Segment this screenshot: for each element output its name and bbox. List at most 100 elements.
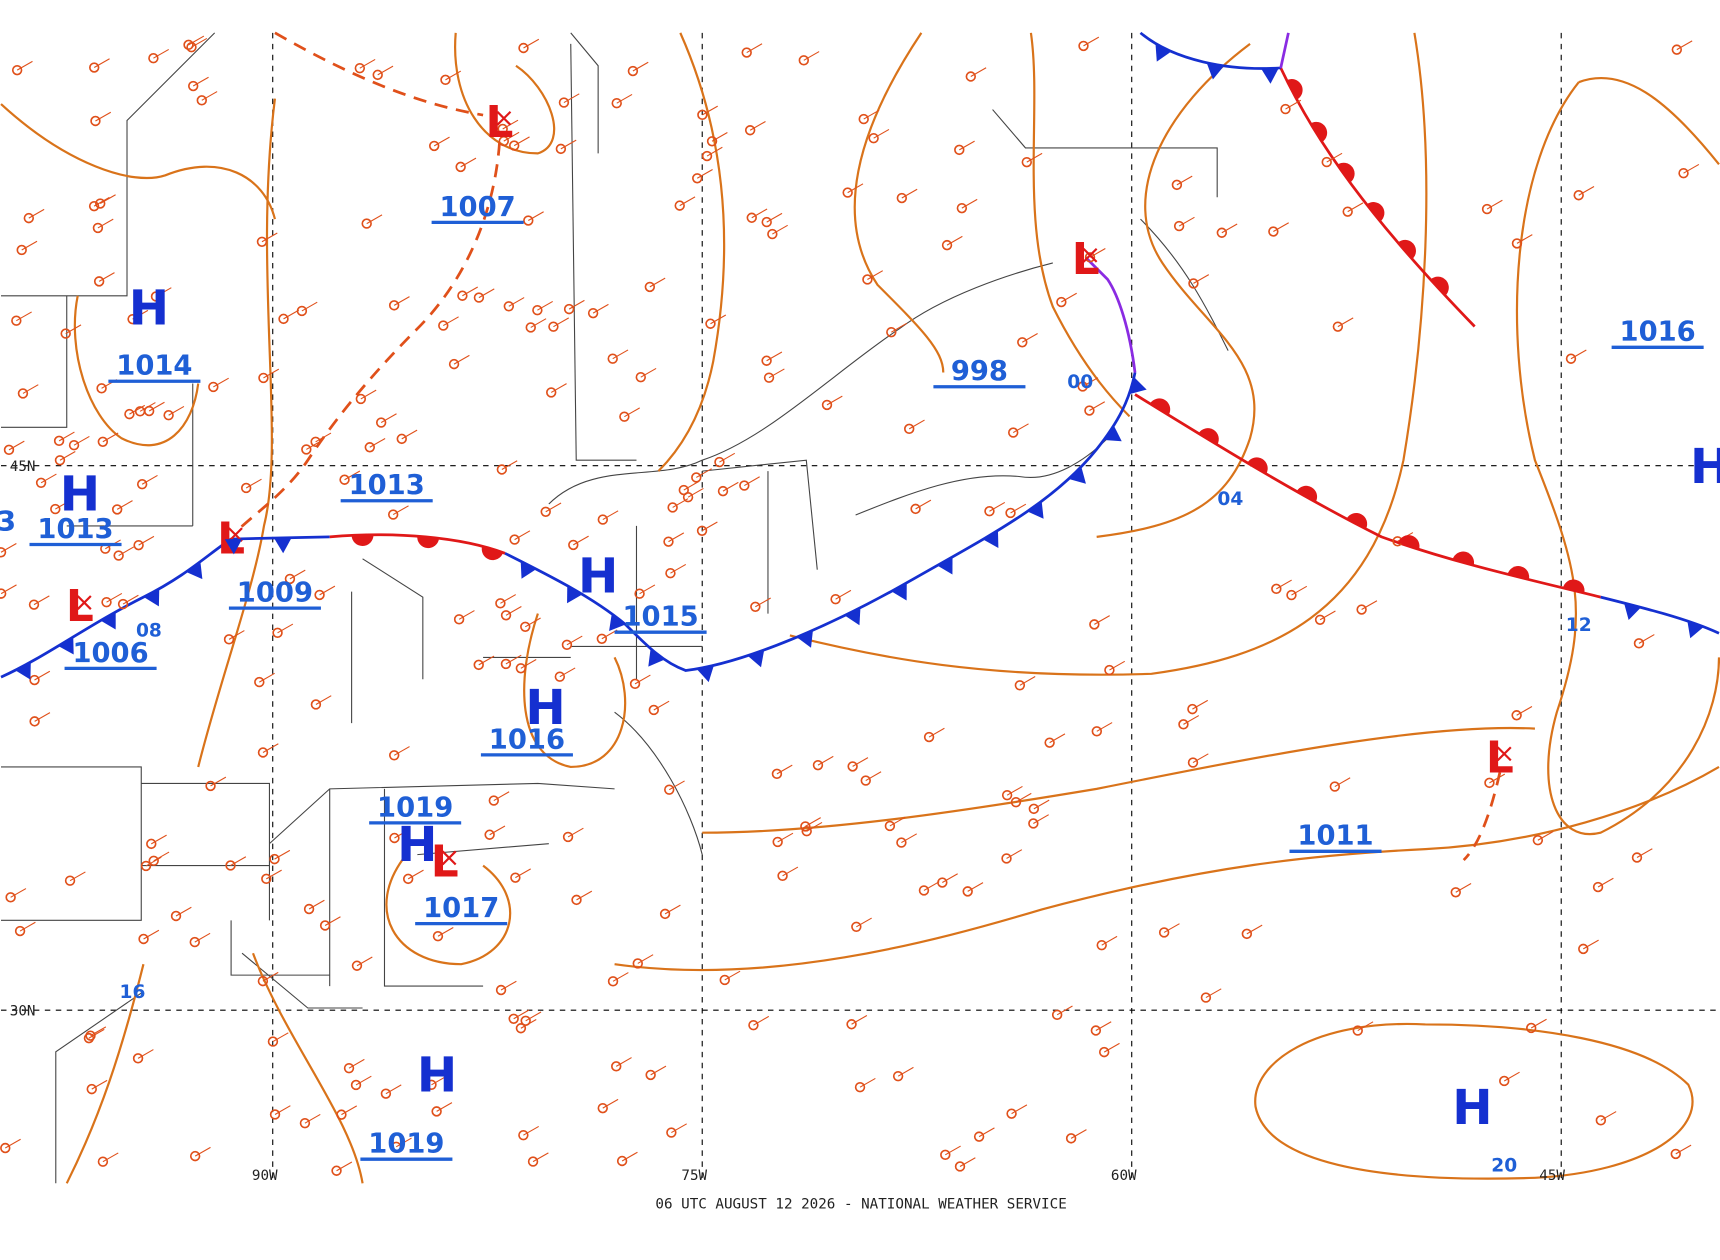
wind-barb <box>637 954 654 964</box>
front-pip <box>1155 43 1172 62</box>
front-pip <box>1129 377 1147 395</box>
wind-barb <box>1273 222 1289 232</box>
station <box>336 1109 347 1120</box>
wind-barb <box>10 888 27 898</box>
station <box>1526 1022 1537 1034</box>
station <box>868 132 879 144</box>
wind-barb <box>719 452 736 463</box>
front-pip <box>15 661 31 680</box>
station <box>954 1161 966 1172</box>
wind-barb <box>478 288 495 299</box>
wind-barb <box>970 67 987 77</box>
pressure-label: 1016 <box>1620 317 1696 348</box>
station <box>17 388 29 399</box>
station <box>97 436 109 447</box>
station <box>473 659 484 671</box>
station <box>1499 1075 1510 1087</box>
front-bump <box>1430 276 1449 296</box>
station <box>800 821 811 832</box>
wind-barb <box>153 48 169 59</box>
wind-barb <box>336 1161 353 1172</box>
pip <box>937 556 953 575</box>
station <box>892 1070 904 1082</box>
wind-barb <box>301 301 318 312</box>
station <box>1481 203 1493 215</box>
station <box>269 1109 281 1120</box>
station <box>1633 638 1645 649</box>
front-pip <box>609 613 626 631</box>
station <box>1001 789 1013 801</box>
pip <box>1687 620 1704 639</box>
wind-barb <box>523 1125 539 1136</box>
station <box>1286 589 1297 601</box>
station <box>634 588 645 599</box>
station <box>546 387 557 398</box>
station <box>523 215 534 226</box>
station <box>941 239 953 251</box>
low-mark <box>76 595 92 610</box>
station <box>88 200 100 212</box>
wind-barb <box>0 543 17 553</box>
wind-barb <box>1326 152 1343 163</box>
wind-barb <box>88 1028 105 1039</box>
station <box>1332 321 1344 332</box>
front-pip <box>1624 602 1642 621</box>
station <box>1028 818 1039 829</box>
wind-barb <box>1089 401 1106 411</box>
wind-barb <box>1049 733 1066 744</box>
pressure-label: 1019 <box>368 1129 444 1160</box>
station <box>1021 156 1032 168</box>
wind-barb <box>668 532 685 543</box>
wind-barb <box>1096 722 1113 732</box>
station <box>846 1019 857 1030</box>
wind-barb <box>1019 676 1036 686</box>
wind-barb <box>283 309 300 320</box>
wind-barb <box>532 1152 549 1163</box>
pressure-label: 1015 <box>622 602 698 633</box>
bump <box>417 535 440 549</box>
high-center: H <box>60 467 100 523</box>
station <box>1096 939 1107 951</box>
wind-barb <box>28 208 45 219</box>
pip <box>520 561 537 579</box>
station <box>23 212 35 224</box>
station <box>438 320 449 331</box>
station <box>90 115 101 127</box>
station <box>896 837 907 848</box>
station <box>310 436 321 448</box>
longitude-label: 75W <box>681 1168 707 1184</box>
wind-barb <box>1516 234 1533 244</box>
pressure-label: 1019 <box>377 792 453 823</box>
station <box>183 39 194 51</box>
wind-barb <box>908 419 925 430</box>
station <box>548 321 559 332</box>
pip <box>747 649 765 668</box>
station <box>540 506 551 517</box>
station <box>448 358 460 370</box>
station <box>89 62 100 73</box>
wind-barb <box>445 70 462 81</box>
wind-barb <box>508 297 525 307</box>
wind-barb <box>392 505 409 516</box>
station <box>278 313 289 325</box>
front-pip <box>844 607 861 626</box>
station <box>5 892 16 903</box>
station <box>798 55 810 66</box>
station <box>299 1117 311 1129</box>
station <box>188 80 199 92</box>
front-bump <box>417 535 440 549</box>
bump <box>1452 551 1475 566</box>
wind-barb <box>753 1015 770 1026</box>
wind-barb <box>1334 777 1351 788</box>
longitude-label: 60W <box>1111 1168 1137 1184</box>
station <box>127 313 138 325</box>
wind-barb <box>567 827 584 838</box>
wind-barb <box>1089 248 1106 258</box>
low-mark <box>1082 247 1098 263</box>
wind-barb <box>679 196 696 207</box>
wind-barb <box>978 1127 995 1138</box>
station <box>648 704 660 716</box>
wind-barb <box>696 468 712 478</box>
isobar-label: 12 <box>1566 615 1592 636</box>
station <box>455 161 466 173</box>
